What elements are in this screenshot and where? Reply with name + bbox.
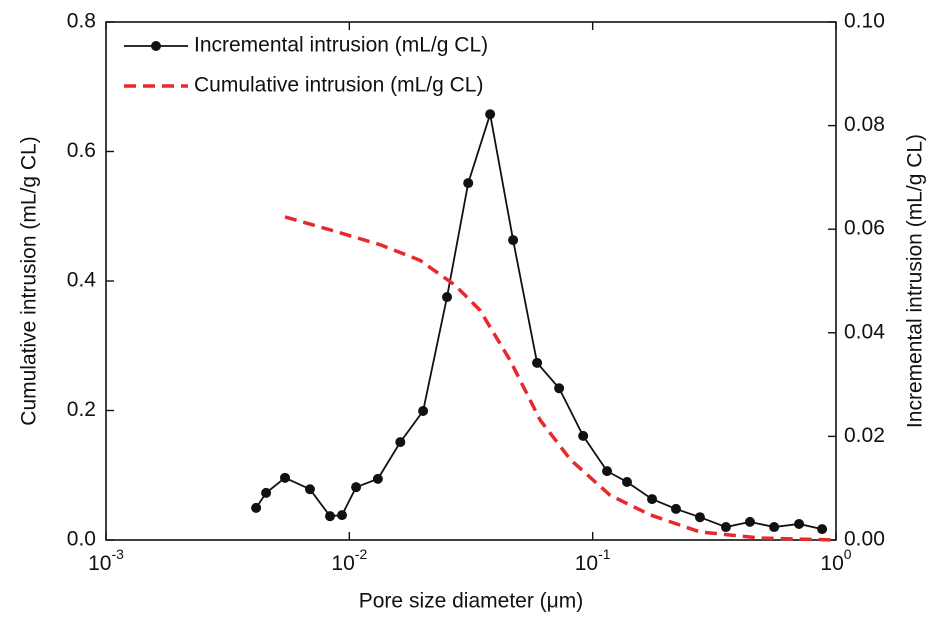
y2-tick-label: 0.06 bbox=[844, 217, 885, 240]
y-tick-label: 0.8 bbox=[67, 10, 96, 33]
data-point bbox=[418, 406, 429, 417]
data-point bbox=[351, 482, 362, 493]
x-tick-label: 100 bbox=[820, 546, 851, 575]
data-point bbox=[622, 476, 633, 487]
y2-tick-label: 0.08 bbox=[844, 113, 885, 136]
data-point bbox=[817, 524, 828, 535]
data-point bbox=[578, 430, 589, 441]
legend-label: Cumulative intrusion (mL/g CL) bbox=[194, 74, 483, 97]
x-tick-label: 10-2 bbox=[331, 546, 367, 575]
data-point bbox=[485, 109, 496, 120]
data-point bbox=[670, 503, 681, 514]
legend-marker bbox=[151, 41, 161, 51]
y2-tick-label: 0.10 bbox=[844, 10, 885, 33]
data-point bbox=[720, 522, 731, 533]
data-point bbox=[794, 518, 805, 529]
data-point bbox=[554, 383, 565, 394]
y2-axis-label: Incremental intrusion (mL/g CL) bbox=[904, 134, 927, 428]
plot-frame bbox=[105, 21, 837, 541]
data-point bbox=[372, 473, 383, 484]
y2-tick-label: 0.02 bbox=[844, 424, 885, 447]
data-point bbox=[251, 502, 262, 513]
data-point bbox=[744, 516, 755, 527]
data-point bbox=[647, 494, 658, 505]
data-point bbox=[769, 522, 780, 533]
data-point bbox=[463, 178, 474, 189]
x-axis-label: Pore size diameter (μm) bbox=[359, 590, 584, 613]
legend-label: Incremental intrusion (mL/g CL) bbox=[194, 34, 488, 57]
data-point bbox=[442, 292, 453, 303]
y-tick-label: 0.4 bbox=[67, 269, 97, 292]
data-point bbox=[261, 487, 272, 498]
y-tick-label: 0.0 bbox=[67, 528, 96, 551]
data-point bbox=[395, 437, 406, 448]
x-tick-label: 10-1 bbox=[575, 546, 611, 575]
data-point bbox=[325, 511, 336, 522]
data-point bbox=[602, 466, 613, 477]
series-line bbox=[284, 215, 837, 542]
y-tick-label: 0.2 bbox=[67, 398, 96, 421]
y-tick-label: 0.6 bbox=[67, 139, 96, 162]
y-axis-label: Cumulative intrusion (mL/g CL) bbox=[18, 136, 41, 425]
data-point bbox=[694, 512, 705, 523]
y2-tick-label: 0.00 bbox=[844, 528, 885, 551]
x-tick-label: 10-3 bbox=[88, 546, 124, 575]
y2-tick-label: 0.04 bbox=[844, 320, 885, 343]
data-point bbox=[279, 472, 290, 483]
data-point bbox=[508, 235, 519, 246]
data-point bbox=[532, 357, 543, 368]
data-point bbox=[304, 484, 315, 495]
data-point bbox=[337, 510, 348, 521]
series-line bbox=[255, 113, 823, 531]
